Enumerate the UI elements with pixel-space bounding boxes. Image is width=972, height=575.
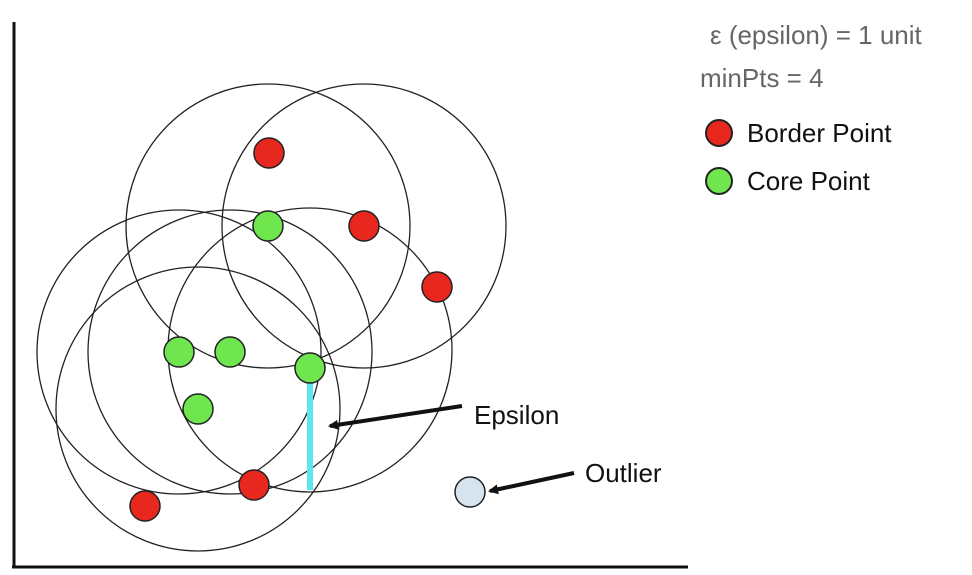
epsilon-circle: [221, 83, 507, 369]
outlier-label: Outlier: [585, 458, 662, 488]
core-point: [163, 336, 195, 368]
epsilon-circles: [36, 83, 507, 552]
border-point: [253, 137, 285, 169]
epsilon-value-text: ε (epsilon) = 1 unit: [710, 20, 922, 50]
legend-label: Border Point: [747, 117, 892, 148]
core-point: [182, 393, 214, 425]
core-point-swatch-icon: [705, 167, 733, 195]
border-point: [129, 490, 161, 522]
epsilon-circle: [125, 83, 411, 369]
core-points: [163, 210, 326, 425]
legend-item-border-point: Border Point: [705, 118, 892, 148]
legend-label: Core Point: [747, 165, 870, 196]
epsilon-circle: [55, 266, 341, 552]
border-point: [421, 271, 453, 303]
border-point-swatch-icon: [705, 119, 733, 147]
border-points: [129, 137, 453, 522]
legend-item-core-point: Core Point: [705, 166, 870, 196]
core-point: [214, 336, 246, 368]
epsilon-arrow: [328, 404, 463, 430]
border-point: [238, 469, 270, 501]
epsilon-label: Epsilon: [474, 400, 560, 430]
outlier-point: [454, 476, 486, 508]
core-point: [252, 210, 284, 242]
minpts-value-text: minPts = 4: [700, 63, 824, 93]
epsilon-circle: [87, 209, 373, 495]
core-point: [294, 352, 326, 384]
epsilon-circle: [36, 209, 322, 495]
outlier-arrow: [488, 471, 575, 495]
border-point: [348, 210, 380, 242]
